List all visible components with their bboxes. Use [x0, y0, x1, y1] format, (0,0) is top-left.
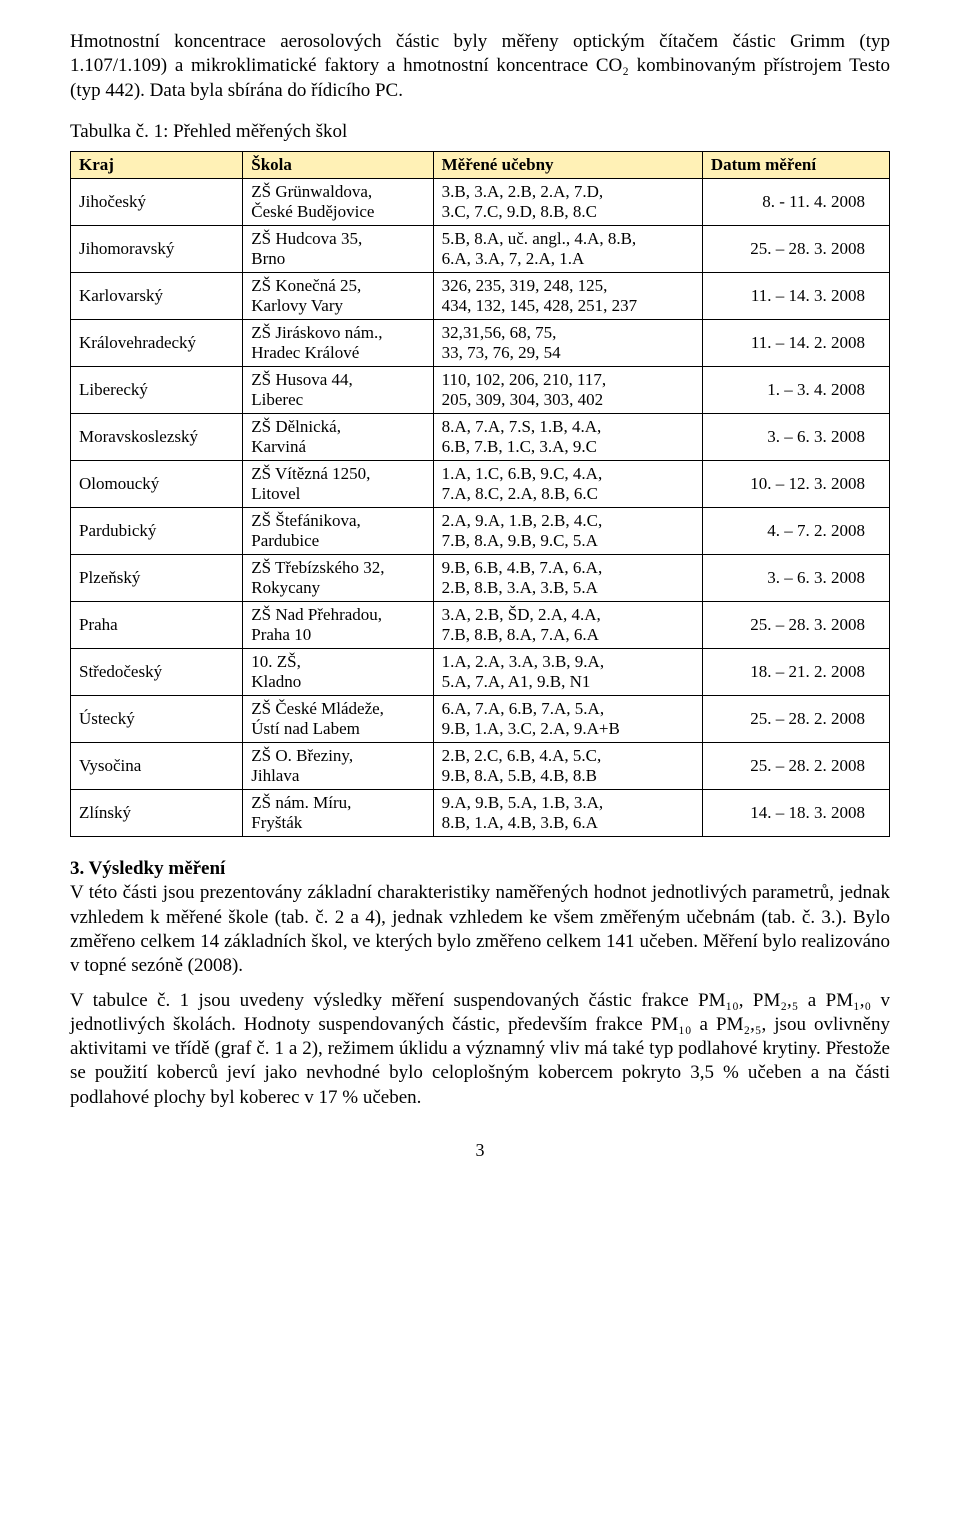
cell-ucebny: 2.B, 2.C, 6.B, 4.A, 5.C,9.B, 8.A, 5.B, 4… [433, 742, 702, 789]
cell-datum: 25. – 28. 3. 2008 [702, 225, 889, 272]
cell-kraj: Vysočina [71, 742, 243, 789]
cell-skola: ZŠ Konečná 25,Karlovy Vary [243, 272, 433, 319]
cell-datum: 1. – 3. 4. 2008 [702, 366, 889, 413]
cell-kraj: Královehradecký [71, 319, 243, 366]
cell-ucebny: 110, 102, 206, 210, 117,205, 309, 304, 3… [433, 366, 702, 413]
cell-datum: 25. – 28. 2. 2008 [702, 695, 889, 742]
table-row: PlzeňskýZŠ Třebízského 32,Rokycany9.B, 6… [71, 554, 890, 601]
cell-ucebny: 9.A, 9.B, 5.A, 1.B, 3.A,8.B, 1.A, 4.B, 3… [433, 789, 702, 836]
table-row: ÚsteckýZŠ České Mládeže,Ústí nad Labem6.… [71, 695, 890, 742]
cell-skola: ZŠ Jiráskovo nám.,Hradec Králové [243, 319, 433, 366]
cell-ucebny: 3.A, 2.B, ŠD, 2.A, 4.A,7.B, 8.B, 8.A, 7.… [433, 601, 702, 648]
cell-kraj: Pardubický [71, 507, 243, 554]
table-row: KarlovarskýZŠ Konečná 25,Karlovy Vary326… [71, 272, 890, 319]
cell-skola: ZŠ Třebízského 32,Rokycany [243, 554, 433, 601]
cell-ucebny: 1.A, 2.A, 3.A, 3.B, 9.A,5.A, 7.A, A1, 9.… [433, 648, 702, 695]
cell-skola: ZŠ O. Březiny,Jihlava [243, 742, 433, 789]
cell-ucebny: 2.A, 9.A, 1.B, 2.B, 4.C,7.B, 8.A, 9.B, 9… [433, 507, 702, 554]
cell-datum: 25. – 28. 2. 2008 [702, 742, 889, 789]
cell-ucebny: 6.A, 7.A, 6.B, 7.A, 5.A,9.B, 1.A, 3.C, 2… [433, 695, 702, 742]
cell-datum: 8. - 11. 4. 2008 [702, 178, 889, 225]
cell-kraj: Plzeňský [71, 554, 243, 601]
cell-ucebny: 326, 235, 319, 248, 125,434, 132, 145, 4… [433, 272, 702, 319]
cell-ucebny: 32,31,56, 68, 75,33, 73, 76, 29, 54 [433, 319, 702, 366]
cell-ucebny: 3.B, 3.A, 2.B, 2.A, 7.D,3.C, 7.C, 9.D, 8… [433, 178, 702, 225]
col-skola: Škola [243, 151, 433, 178]
table-row: JihočeskýZŠ Grünwaldova,České Budějovice… [71, 178, 890, 225]
cell-kraj: Zlínský [71, 789, 243, 836]
table-row: VysočinaZŠ O. Březiny,Jihlava2.B, 2.C, 6… [71, 742, 890, 789]
table-row: OlomouckýZŠ Vítězná 1250,Litovel1.A, 1.C… [71, 460, 890, 507]
col-kraj: Kraj [71, 151, 243, 178]
results-p2: V tabulce č. 1 jsou uvedeny výsledky měř… [70, 989, 890, 1111]
results-title: 3. Výsledky měření [70, 858, 225, 879]
cell-skola: ZŠ Hudcova 35,Brno [243, 225, 433, 272]
cell-skola: 10. ZŠ,Kladno [243, 648, 433, 695]
cell-datum: 10. – 12. 3. 2008 [702, 460, 889, 507]
cell-skola: ZŠ Vítězná 1250,Litovel [243, 460, 433, 507]
cell-skola: ZŠ České Mládeže,Ústí nad Labem [243, 695, 433, 742]
table-row: JihomoravskýZŠ Hudcova 35,Brno5.B, 8.A, … [71, 225, 890, 272]
cell-ucebny: 9.B, 6.B, 4.B, 7.A, 6.A,2.B, 8.B, 3.A, 3… [433, 554, 702, 601]
cell-datum: 14. – 18. 3. 2008 [702, 789, 889, 836]
table-row: MoravskoslezskýZŠ Dělnická,Karviná8.A, 7… [71, 413, 890, 460]
page-number: 3 [70, 1140, 890, 1161]
cell-kraj: Jihočeský [71, 178, 243, 225]
cell-skola: ZŠ Grünwaldova,České Budějovice [243, 178, 433, 225]
table-row: ZlínskýZŠ nám. Míru,Fryšták9.A, 9.B, 5.A… [71, 789, 890, 836]
cell-skola: ZŠ Štefánikova,Pardubice [243, 507, 433, 554]
cell-ucebny: 1.A, 1.C, 6.B, 9.C, 4.A,7.A, 8.C, 2.A, 8… [433, 460, 702, 507]
cell-skola: ZŠ Husova 44, Liberec [243, 366, 433, 413]
cell-kraj: Olomoucký [71, 460, 243, 507]
results-p1: V této části jsou prezentovány základní … [70, 882, 890, 976]
cell-datum: 18. – 21. 2. 2008 [702, 648, 889, 695]
cell-datum: 3. – 6. 3. 2008 [702, 413, 889, 460]
cell-kraj: Praha [71, 601, 243, 648]
cell-kraj: Liberecký [71, 366, 243, 413]
table-row: PrahaZŠ Nad Přehradou,Praha 103.A, 2.B, … [71, 601, 890, 648]
table-row: Středočeský10. ZŠ,Kladno1.A, 2.A, 3.A, 3… [71, 648, 890, 695]
cell-datum: 25. – 28. 3. 2008 [702, 601, 889, 648]
table-caption: Tabulka č. 1: Přehled měřených škol [70, 121, 890, 143]
table-row: KrálovehradeckýZŠ Jiráskovo nám.,Hradec … [71, 319, 890, 366]
cell-skola: ZŠ Dělnická,Karviná [243, 413, 433, 460]
cell-kraj: Jihomoravský [71, 225, 243, 272]
cell-skola: ZŠ Nad Přehradou,Praha 10 [243, 601, 433, 648]
schools-table: Kraj Škola Měřené učebny Datum měření Ji… [70, 151, 890, 837]
cell-datum: 4. – 7. 2. 2008 [702, 507, 889, 554]
cell-kraj: Ústecký [71, 695, 243, 742]
cell-kraj: Moravskoslezský [71, 413, 243, 460]
cell-ucebny: 5.B, 8.A, uč. angl., 4.A, 8.B,6.A, 3.A, … [433, 225, 702, 272]
cell-kraj: Středočeský [71, 648, 243, 695]
cell-kraj: Karlovarský [71, 272, 243, 319]
results-section: 3. Výsledky měření V této části jsou pre… [70, 857, 890, 979]
cell-datum: 11. – 14. 2. 2008 [702, 319, 889, 366]
cell-datum: 11. – 14. 3. 2008 [702, 272, 889, 319]
cell-ucebny: 8.A, 7.A, 7.S, 1.B, 4.A,6.B, 7.B, 1.C, 3… [433, 413, 702, 460]
cell-skola: ZŠ nám. Míru,Fryšták [243, 789, 433, 836]
table-row: PardubickýZŠ Štefánikova,Pardubice2.A, 9… [71, 507, 890, 554]
col-datum: Datum měření [702, 151, 889, 178]
cell-datum: 3. – 6. 3. 2008 [702, 554, 889, 601]
table-row: LibereckýZŠ Husova 44, Liberec110, 102, … [71, 366, 890, 413]
intro-paragraph: Hmotnostní koncentrace aerosolových část… [70, 30, 890, 103]
col-ucebny: Měřené učebny [433, 151, 702, 178]
